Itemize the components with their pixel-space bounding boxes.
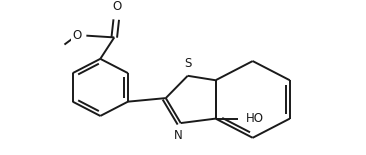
Text: O: O (72, 29, 81, 42)
Text: N: N (174, 129, 183, 142)
Text: O: O (113, 0, 122, 13)
Text: HO: HO (246, 112, 264, 125)
Text: S: S (184, 57, 191, 70)
